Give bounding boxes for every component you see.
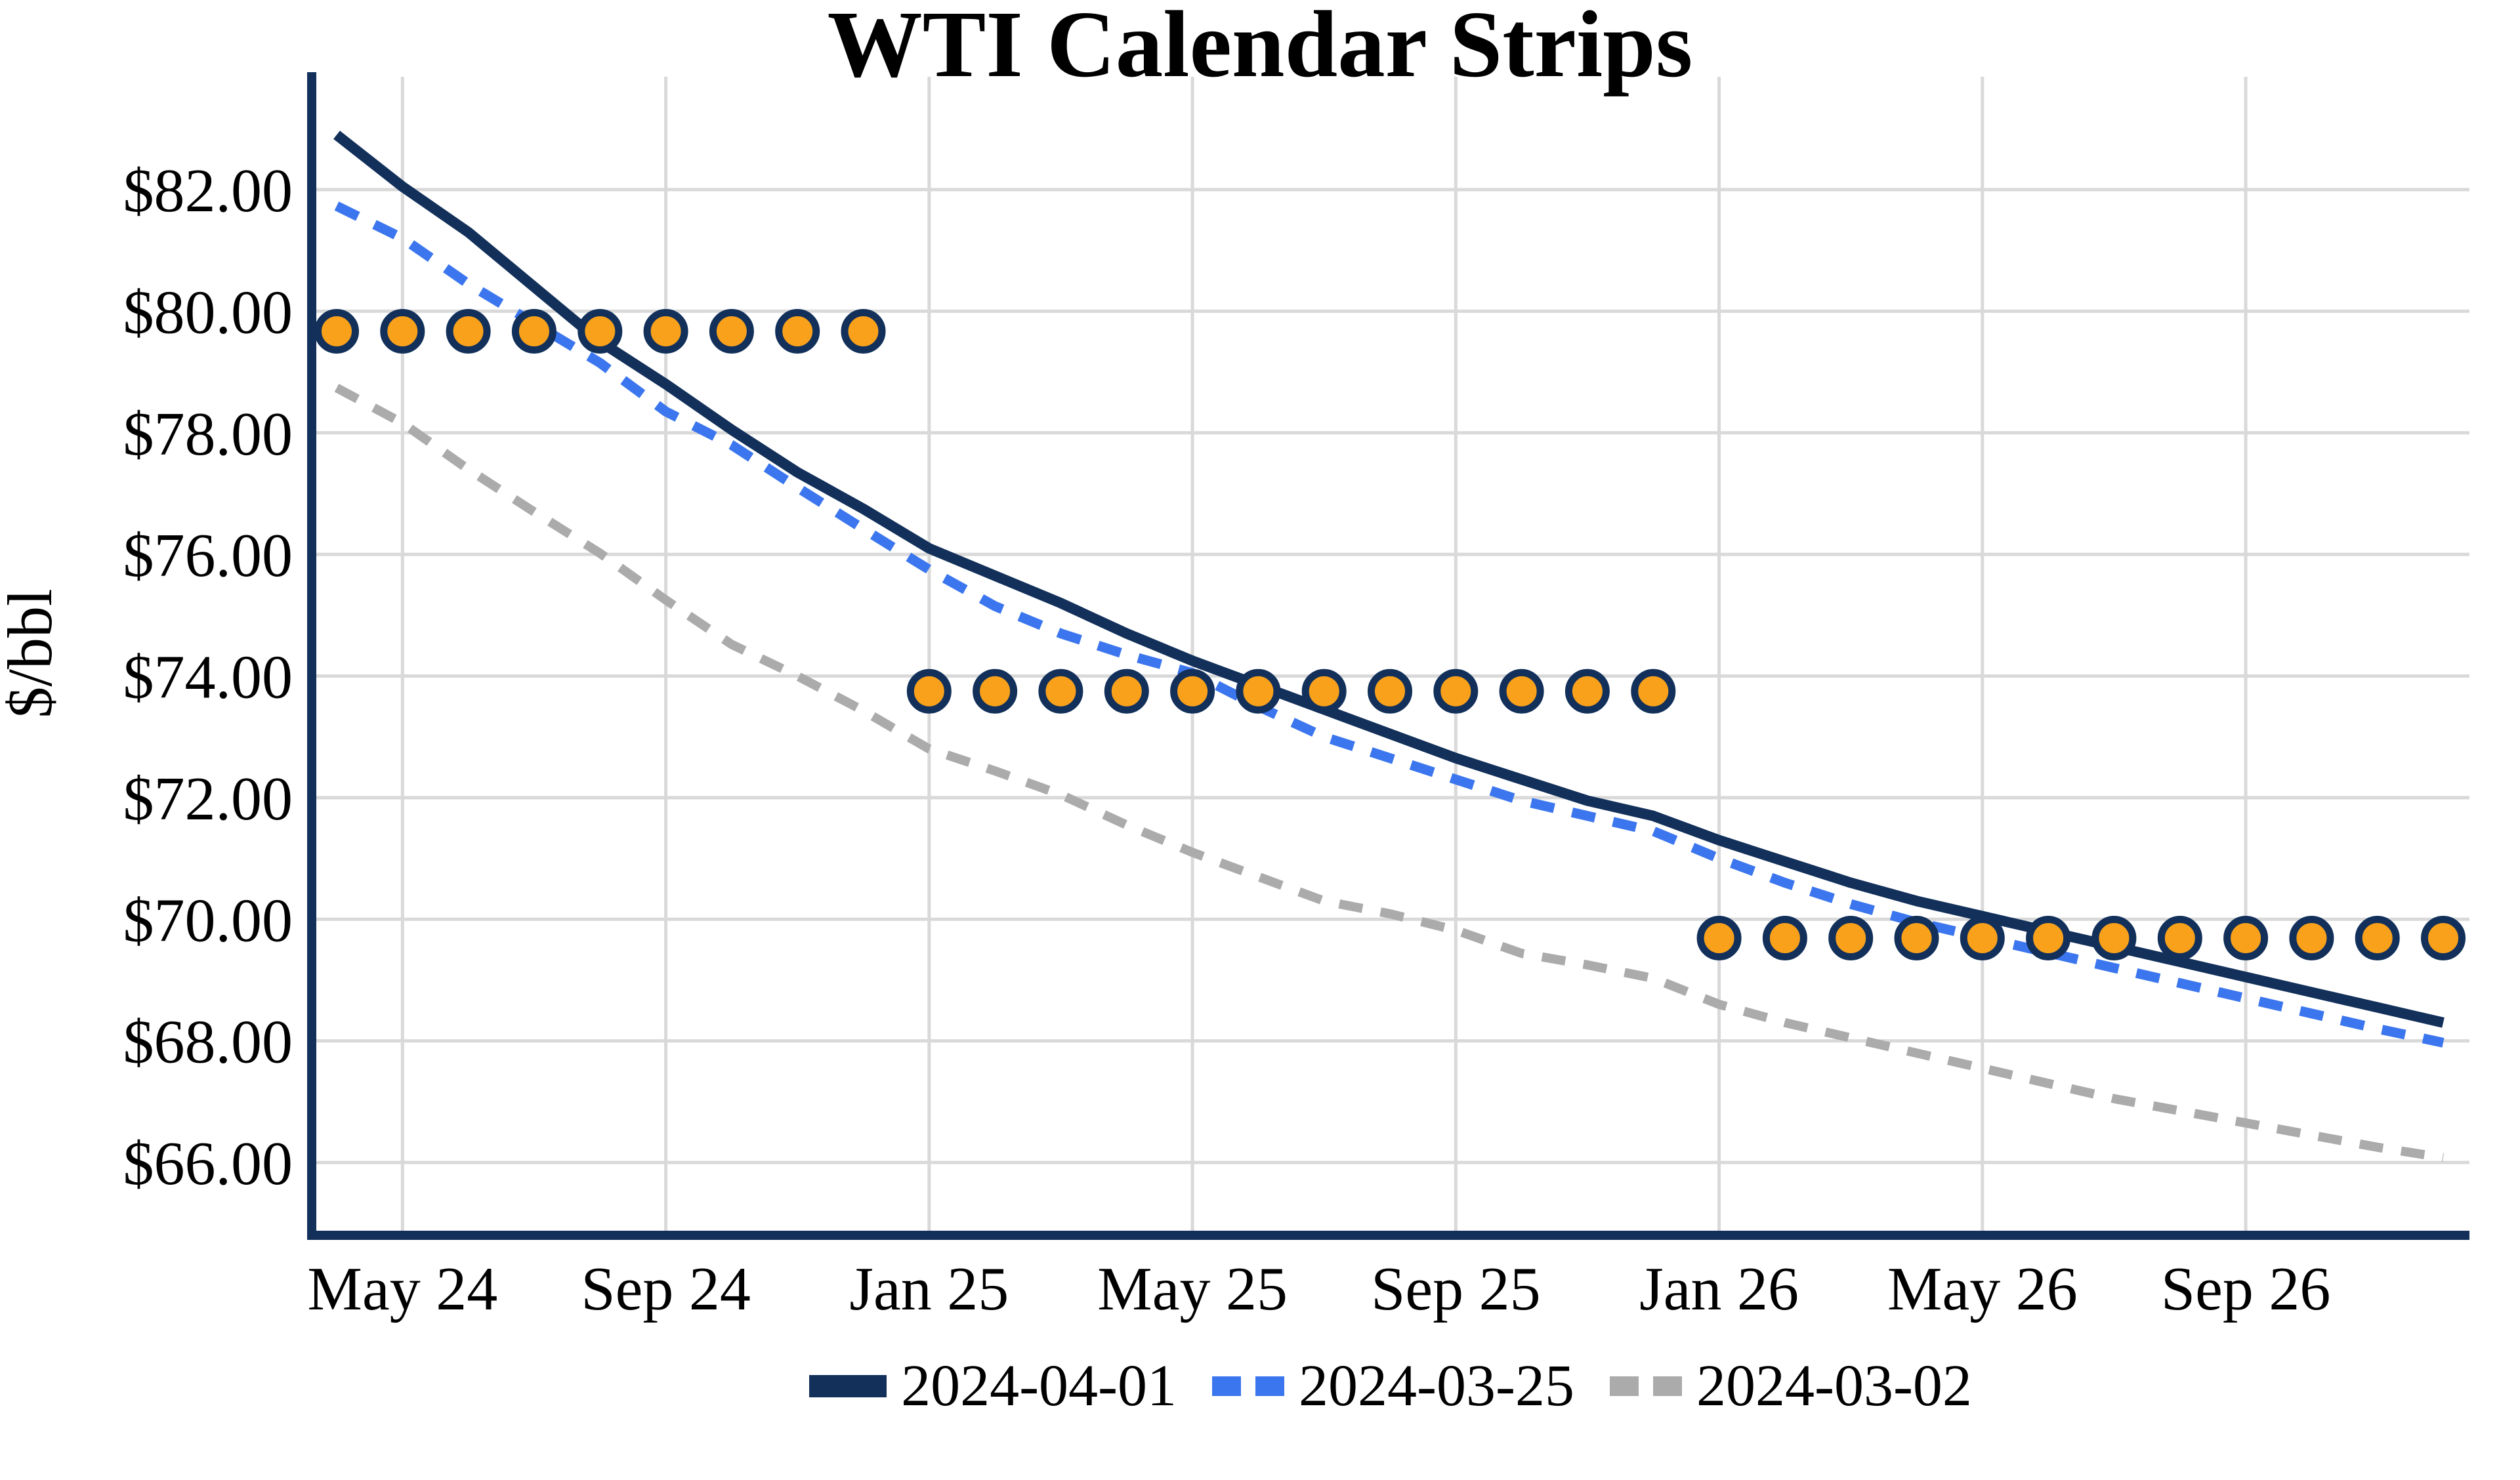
legend-swatch-solid bbox=[809, 1375, 887, 1397]
legend-item-2024-03-02: 2024-03-02 bbox=[1609, 1353, 1972, 1418]
strip-marker bbox=[643, 309, 688, 354]
strip-marker bbox=[906, 668, 952, 714]
legend-item-2024-04-01: 2024-04-01 bbox=[809, 1357, 1177, 1416]
strip-marker bbox=[1499, 668, 1544, 714]
strip-marker bbox=[2289, 916, 2334, 960]
legend-label: 2024-03-02 bbox=[1696, 1353, 1972, 1418]
strip-marker bbox=[1564, 668, 1610, 714]
strip-marker bbox=[2223, 916, 2269, 960]
strip-marker bbox=[2355, 916, 2400, 960]
y-tick-label: $68.00 bbox=[123, 1008, 293, 1077]
strip-marker bbox=[1368, 668, 1412, 714]
x-tick-label: Jan 26 bbox=[1639, 1255, 1799, 1323]
strip-marker bbox=[1894, 916, 1939, 960]
legend-label: 2024-03-25 bbox=[1299, 1353, 1574, 1418]
y-tick-label: $80.00 bbox=[123, 278, 293, 346]
x-tick-labels: May 24 Sep 24 Jan 25 May 25 Sep 25 Jan 26 May … bbox=[307, 1255, 2330, 1323]
y-tick-labels: $82.00 $80.00 $78.00 $76.00 $74.00 $72.00 $70.… bbox=[123, 157, 293, 1198]
strip-marker bbox=[2026, 916, 2071, 960]
strip-marker bbox=[1960, 916, 2005, 960]
strip-marker bbox=[380, 309, 425, 354]
strip-marker bbox=[1828, 916, 1874, 960]
strip-marker bbox=[314, 309, 359, 354]
legend-item-2024-03-25: 2024-03-25 bbox=[1212, 1357, 1574, 1416]
strip-marker bbox=[1301, 668, 1347, 714]
series-lines bbox=[333, 131, 2445, 1162]
legend: 2024-04-01 2024-03-25 2024-03-02 bbox=[312, 1350, 2469, 1422]
strip-marker bbox=[1762, 916, 1807, 960]
strip-marker bbox=[2091, 916, 2137, 960]
strip-marker bbox=[1170, 668, 1215, 714]
strip-marker bbox=[1236, 668, 1281, 714]
strip-marker bbox=[446, 309, 491, 354]
x-tick-label: Sep 26 bbox=[2161, 1255, 2331, 1323]
chart-title: WTI Calendar Strips bbox=[828, 0, 1693, 97]
y-axis-title: $/bbl bbox=[0, 588, 65, 718]
legend-swatch-dashed bbox=[1609, 1376, 1682, 1396]
legend-swatch-dashed bbox=[1212, 1376, 1285, 1396]
y-tick-label: $76.00 bbox=[123, 522, 293, 590]
strip-marker bbox=[775, 309, 820, 354]
series-line-2024-03-02 bbox=[334, 384, 2445, 1162]
x-tick-label: May 25 bbox=[1097, 1255, 1288, 1323]
strip-marker bbox=[1696, 916, 1742, 960]
legend-label: 2024-04-01 bbox=[901, 1353, 1177, 1418]
gridlines bbox=[316, 77, 2469, 1231]
strip-marker bbox=[1433, 668, 1479, 714]
series-line-2024-04-01 bbox=[333, 131, 2445, 1028]
x-tick-label: Sep 25 bbox=[1371, 1255, 1541, 1323]
strip-marker bbox=[1038, 668, 1083, 714]
strip-marker bbox=[578, 309, 623, 354]
x-tick-label: May 26 bbox=[1887, 1255, 2078, 1323]
y-tick-label: $74.00 bbox=[123, 644, 293, 712]
y-tick-label: $70.00 bbox=[123, 886, 293, 955]
x-tick-label: Sep 24 bbox=[581, 1255, 751, 1323]
strip-marker bbox=[973, 668, 1018, 714]
strip-marker bbox=[1104, 668, 1149, 714]
strip-marker bbox=[2157, 916, 2202, 960]
strip-markers bbox=[314, 309, 2466, 960]
series-line-2024-03-25 bbox=[334, 201, 2445, 1048]
x-tick-label: May 24 bbox=[307, 1255, 497, 1323]
y-tick-label: $72.00 bbox=[123, 765, 293, 833]
strip-marker bbox=[709, 309, 754, 354]
y-tick-label: $78.00 bbox=[123, 400, 293, 468]
strip-marker bbox=[2421, 916, 2466, 960]
strip-marker bbox=[841, 309, 886, 354]
x-tick-label: Jan 25 bbox=[849, 1255, 1009, 1323]
y-tick-label: $82.00 bbox=[123, 157, 293, 225]
axes bbox=[307, 72, 2469, 1240]
y-tick-label: $66.00 bbox=[123, 1130, 293, 1198]
strip-marker bbox=[511, 309, 556, 354]
strip-marker bbox=[1631, 668, 1676, 714]
